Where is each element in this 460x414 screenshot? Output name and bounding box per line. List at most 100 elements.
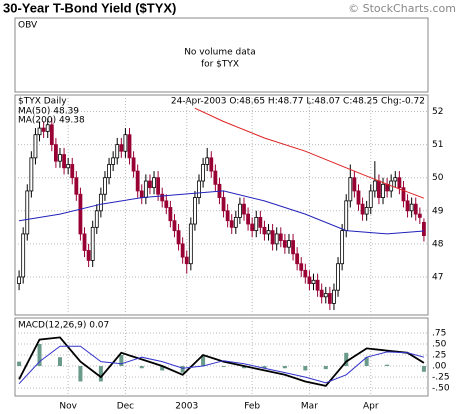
candle-body — [364, 207, 369, 215]
y-tick-label: 48 — [432, 239, 444, 249]
candle-body — [360, 203, 365, 215]
candle-body — [323, 293, 328, 298]
candle-body — [168, 207, 173, 222]
candle-body — [266, 230, 271, 235]
candle-body — [344, 200, 349, 232]
candle-body — [315, 279, 320, 291]
histogram-bar — [201, 355, 206, 367]
candle-body — [385, 183, 390, 192]
y-tick-label: .00 — [432, 362, 447, 372]
y-tick-label: .75 — [432, 328, 446, 338]
candle-body — [25, 190, 30, 235]
candle-body — [201, 164, 205, 182]
candle-body — [282, 240, 287, 248]
y-tick-label: 47 — [432, 272, 443, 282]
candle-body — [401, 187, 406, 202]
histogram-bar — [160, 366, 165, 371]
histogram-bar — [98, 366, 103, 382]
credit: © StockCharts.com — [348, 2, 456, 15]
candle-body — [405, 200, 410, 212]
candle-body — [229, 220, 234, 228]
histogram-bar — [17, 361, 22, 367]
candle-body — [78, 193, 83, 235]
candle-body — [45, 124, 50, 132]
info: 24-Apr-2003 O:48.65 H:48.77 L:48.07 C:48… — [171, 97, 425, 107]
histogram-bar — [221, 366, 226, 367]
candle-body — [115, 144, 120, 159]
histogram-bar — [421, 366, 426, 372]
candle-body — [180, 243, 185, 258]
candle-body — [381, 183, 385, 198]
note: for $TYX — [201, 60, 239, 70]
candle-body — [160, 193, 165, 202]
candle-body — [303, 269, 308, 278]
candle-body — [356, 190, 361, 205]
candle-body — [205, 157, 210, 165]
x-tick-label: Feb — [244, 402, 260, 412]
candle-body — [197, 180, 201, 198]
candle-body — [311, 279, 316, 284]
macd-line — [18, 336, 425, 387]
y-tick-label: 51 — [432, 140, 443, 150]
candle-body — [262, 226, 267, 235]
candle-body — [188, 223, 193, 265]
y-tick-label: -.25 — [432, 373, 450, 383]
candle-body — [250, 223, 255, 232]
candle-body — [37, 127, 42, 136]
candle-body — [291, 240, 295, 255]
candle-body — [274, 233, 279, 245]
y-tick-label: -.50 — [432, 384, 450, 394]
candle-body — [336, 263, 340, 291]
candle-body — [258, 217, 263, 228]
x-tick-label: Dec — [117, 402, 134, 412]
candle-body — [368, 190, 373, 208]
candle-body — [21, 233, 26, 278]
candle-body — [176, 230, 181, 245]
candle-body — [238, 203, 242, 218]
candle-body — [225, 210, 230, 222]
candle-body — [49, 124, 54, 146]
histogram-bar — [323, 366, 328, 370]
candle-body — [393, 177, 398, 182]
histogram-bar — [119, 355, 124, 367]
legend-entry: MA(200) 49.38 — [18, 116, 85, 126]
candle-body — [127, 134, 132, 159]
candle-body — [233, 217, 238, 228]
candle-body — [377, 180, 381, 198]
candle-body — [340, 230, 345, 265]
note: No volume data — [184, 48, 256, 58]
candle-body — [152, 177, 156, 189]
histogram-bar — [37, 344, 42, 367]
legend-entry: MA(50) 48.39 — [18, 107, 79, 117]
panel-label: MACD(12,26,9) 0.07 — [18, 321, 109, 331]
candle-body — [278, 233, 283, 241]
candle-body — [86, 250, 91, 261]
y-tick-label: 52 — [432, 107, 443, 117]
candle-body — [74, 177, 79, 195]
candle-body — [62, 154, 66, 169]
x-tick-label: 2003 — [175, 402, 198, 412]
candle-body — [348, 177, 353, 202]
candle-body — [417, 213, 422, 218]
candle-body — [332, 289, 336, 304]
candle-body — [422, 221, 426, 237]
candle-body — [107, 164, 111, 179]
ma-line — [194, 107, 425, 199]
candle-body — [307, 276, 312, 284]
ma-line — [19, 190, 424, 235]
candle-body — [119, 144, 124, 152]
x-tick-label: Nov — [59, 402, 77, 412]
histogram-bar — [180, 366, 185, 373]
candle-body — [270, 230, 275, 245]
candle-body — [193, 197, 197, 225]
candle-body — [352, 177, 357, 192]
y-tick-label: .25 — [432, 351, 446, 361]
candle-body — [90, 226, 95, 261]
candle-body — [58, 154, 62, 162]
candle-body — [397, 177, 402, 189]
x-tick-label: Mar — [301, 402, 318, 412]
candle-body — [319, 289, 324, 298]
candle-body — [299, 263, 304, 271]
candle-body — [246, 213, 250, 225]
